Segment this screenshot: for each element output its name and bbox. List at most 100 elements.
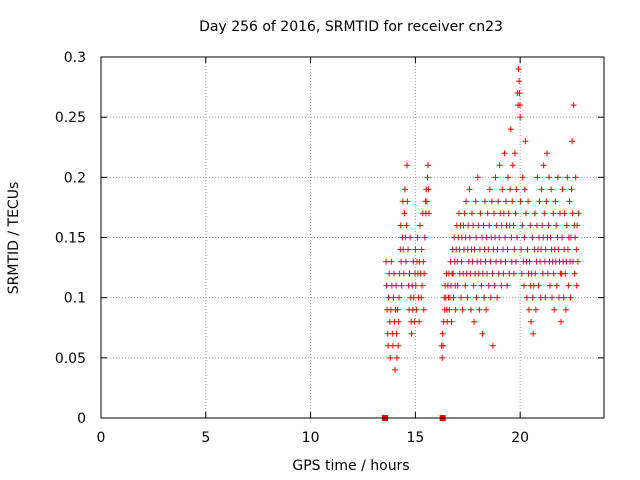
data-point — [542, 246, 549, 253]
data-point — [565, 282, 572, 289]
x-tick-label: 0 — [97, 430, 106, 446]
data-point — [492, 174, 499, 181]
data-point — [501, 150, 508, 157]
data-point — [527, 222, 534, 229]
data-point — [508, 234, 515, 241]
data-point — [538, 186, 545, 193]
data-points — [383, 66, 582, 373]
data-point — [419, 282, 426, 289]
y-axis-title: SRMTID / TECUs — [6, 182, 22, 295]
x-tick-label: 5 — [201, 430, 210, 446]
data-point — [516, 90, 523, 97]
data-point — [525, 306, 532, 313]
data-point — [425, 186, 432, 193]
data-point — [543, 150, 550, 157]
data-point — [518, 270, 525, 277]
data-point — [389, 342, 396, 349]
data-point — [515, 66, 522, 73]
data-point — [474, 174, 481, 181]
data-point — [514, 234, 521, 241]
data-point — [523, 210, 530, 217]
data-point — [490, 210, 497, 217]
data-point — [470, 282, 477, 289]
data-point — [408, 330, 415, 337]
chart-title: Day 256 of 2016, SRMTID for receiver cn2… — [199, 19, 503, 35]
data-point — [569, 138, 576, 145]
data-point — [502, 258, 509, 265]
data-point — [502, 198, 509, 205]
y-tick-label: 0.1 — [64, 291, 86, 307]
data-point — [573, 282, 580, 289]
data-point — [439, 354, 446, 361]
data-point — [570, 102, 577, 109]
data-point — [448, 318, 455, 325]
data-point — [507, 186, 514, 193]
data-point — [553, 282, 560, 289]
data-point — [517, 114, 524, 121]
data-point — [517, 198, 524, 205]
data-point — [476, 306, 483, 313]
data-point — [564, 246, 571, 253]
y-tick-label: 0 — [77, 411, 86, 427]
data-point — [395, 318, 402, 325]
data-point — [462, 282, 469, 289]
data-point — [401, 210, 408, 217]
data-point — [489, 342, 496, 349]
data-point — [412, 246, 419, 253]
data-point — [402, 258, 409, 265]
data-point — [532, 306, 539, 313]
data-point — [394, 306, 401, 313]
data-point — [509, 162, 516, 169]
data-point — [473, 294, 480, 301]
data-point — [550, 270, 557, 277]
data-point — [461, 210, 468, 217]
data-point — [393, 282, 400, 289]
data-point — [544, 270, 551, 277]
data-point — [546, 174, 553, 181]
data-point — [572, 234, 579, 241]
data-point — [541, 210, 548, 217]
data-point — [418, 294, 425, 301]
data-point — [558, 318, 565, 325]
data-point — [559, 234, 566, 241]
data-point — [383, 282, 390, 289]
data-point — [494, 246, 501, 253]
data-point — [511, 246, 518, 253]
data-point — [550, 210, 557, 217]
data-point — [502, 234, 509, 241]
y-tick-label: 0.2 — [64, 170, 86, 186]
data-point — [468, 210, 475, 217]
data-point — [511, 150, 518, 157]
data-point — [398, 282, 405, 289]
x-tick-label: 10 — [302, 430, 320, 446]
data-point — [400, 270, 407, 277]
data-point — [568, 186, 575, 193]
data-point — [486, 222, 493, 229]
data-point — [560, 294, 567, 301]
data-point — [522, 138, 529, 145]
data-point — [418, 246, 425, 253]
data-point — [397, 222, 404, 229]
data-point — [524, 246, 531, 253]
y-tick-label: 0.05 — [55, 351, 86, 367]
data-point — [485, 246, 492, 253]
data-point — [569, 210, 576, 217]
data-point — [421, 270, 428, 277]
data-point — [505, 210, 512, 217]
data-point — [390, 294, 397, 301]
data-point — [405, 246, 412, 253]
data-point — [519, 174, 526, 181]
data-point — [407, 234, 414, 241]
data-point — [393, 354, 400, 361]
data-point — [480, 222, 487, 229]
data-point — [452, 306, 459, 313]
data-point — [414, 234, 421, 241]
data-point — [553, 222, 560, 229]
data-point — [563, 222, 570, 229]
data-point — [477, 210, 484, 217]
data-point — [383, 258, 390, 265]
data-point — [561, 210, 568, 217]
data-point — [396, 294, 403, 301]
data-point — [519, 222, 526, 229]
